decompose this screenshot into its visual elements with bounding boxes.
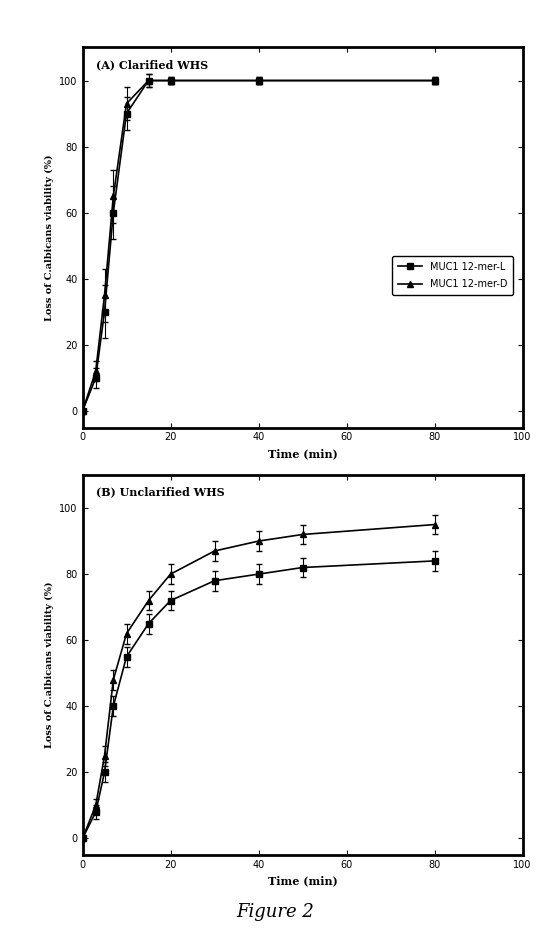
Y-axis label: Loss of C.albicans viability (%): Loss of C.albicans viability (%)	[45, 154, 54, 321]
Text: (B) Unclarified WHS: (B) Unclarified WHS	[96, 486, 224, 498]
X-axis label: Time (min): Time (min)	[268, 875, 337, 886]
Y-axis label: Loss of C.albicans viability (%): Loss of C.albicans viability (%)	[45, 581, 54, 749]
Text: (A) Clarified WHS: (A) Clarified WHS	[96, 59, 208, 70]
Text: Figure 2: Figure 2	[236, 903, 314, 921]
Legend: MUC1 12-mer-L, MUC1 12-mer-D: MUC1 12-mer-L, MUC1 12-mer-D	[392, 256, 513, 295]
X-axis label: Time (min): Time (min)	[268, 447, 337, 459]
